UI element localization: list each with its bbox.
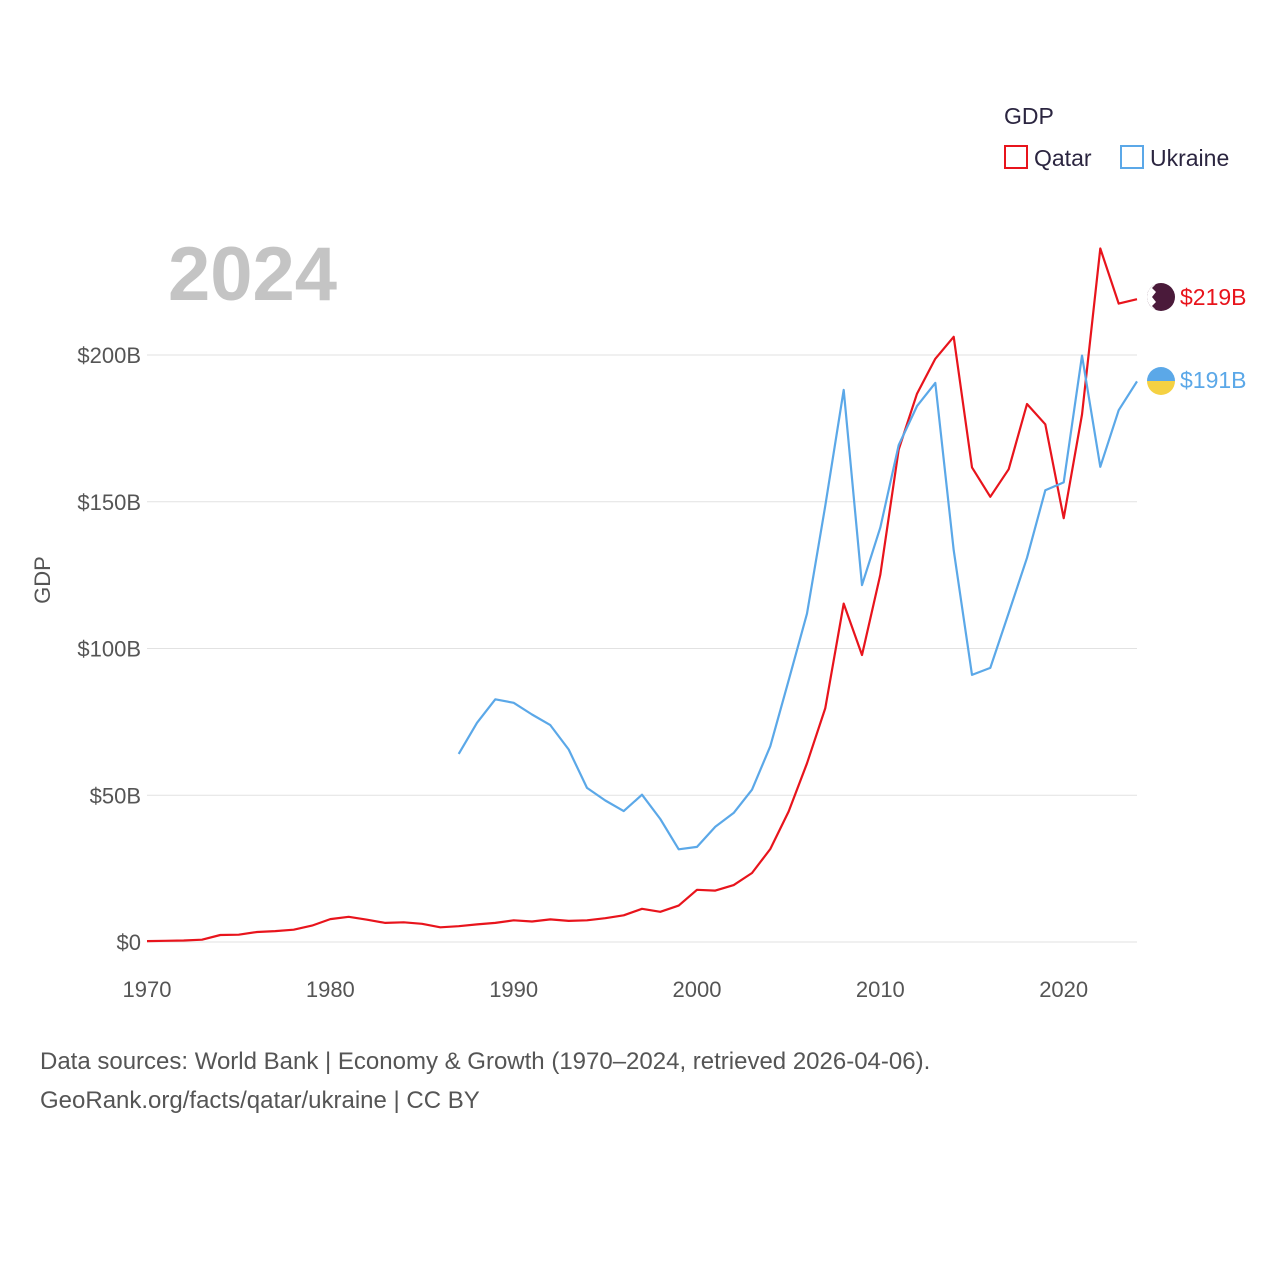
series-line-ukraine xyxy=(457,354,1138,851)
footer-sources: Data sources: World Bank | Economy & Gro… xyxy=(40,1042,930,1120)
ukraine-end-value: $191B xyxy=(1180,367,1247,393)
x-tick-label: 2010 xyxy=(856,977,905,1002)
y-axis-label: GDP xyxy=(30,556,55,604)
y-tick-label: $0 xyxy=(117,930,141,955)
year-label: 2024 xyxy=(168,232,337,317)
legend-swatch-ukraine[interactable] xyxy=(1120,145,1144,169)
legend-label-ukraine[interactable]: Ukraine xyxy=(1150,145,1229,171)
x-tick-label: 2020 xyxy=(1039,977,1088,1002)
qatar-end-value: $219B xyxy=(1180,284,1247,310)
x-tick-label: 2000 xyxy=(673,977,722,1002)
series-lines xyxy=(146,247,1138,943)
x-tick-label: 1990 xyxy=(489,977,538,1002)
y-tick-label: $50B xyxy=(90,783,141,808)
y-tick-label: $100B xyxy=(77,637,141,662)
footer-line-1: Data sources: World Bank | Economy & Gro… xyxy=(40,1048,931,1075)
x-axis-ticks: 1970 1980 1990 2000 2010 2020 xyxy=(123,977,1089,1002)
y-tick-label: $200B xyxy=(77,343,141,368)
y-tick-label: $150B xyxy=(77,490,141,515)
legend[interactable]: GDP Qatar Ukraine xyxy=(1004,103,1229,171)
legend-title: GDP xyxy=(1004,103,1054,129)
legend-swatch-qatar[interactable] xyxy=(1004,145,1028,169)
x-tick-label: 1980 xyxy=(306,977,355,1002)
y-axis-ticks: $0 $50B $100B $150B $200B xyxy=(77,343,141,955)
legend-label-qatar[interactable]: Qatar xyxy=(1034,145,1092,171)
qatar-flag-icon xyxy=(1147,283,1175,311)
gridlines xyxy=(147,354,1137,943)
x-tick-label: 1970 xyxy=(123,977,172,1002)
footer-line-2: GeoRank.org/facts/qatar/ukraine | CC BY xyxy=(40,1087,480,1114)
ukraine-flag-icon xyxy=(1147,367,1175,395)
series-line-qatar xyxy=(146,247,1138,943)
